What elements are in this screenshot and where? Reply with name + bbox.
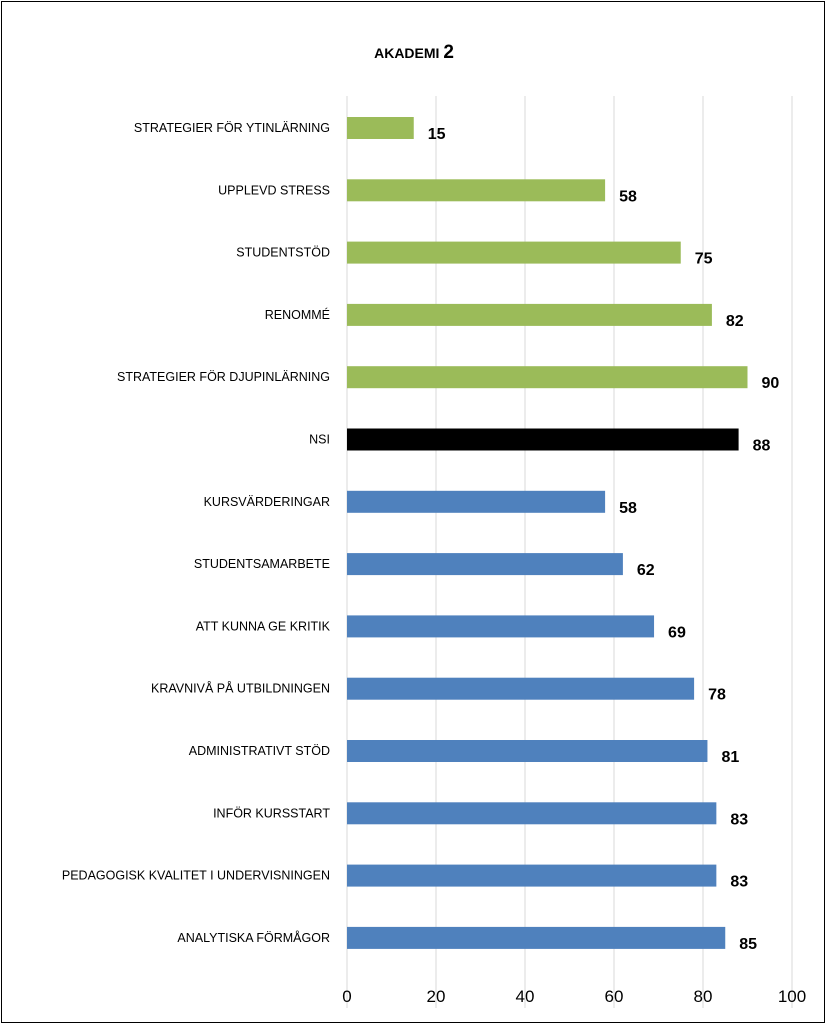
- bar: [347, 864, 717, 887]
- category-label: STUDENTSTÖD: [236, 246, 330, 260]
- x-tick-label: 0: [342, 987, 351, 1006]
- bar: [347, 366, 748, 389]
- chart-title: AKADEMI 2: [374, 42, 454, 63]
- x-tick-label: 20: [427, 987, 446, 1006]
- category-label: ADMINISTRATIVT STÖD: [189, 744, 330, 758]
- bar: [347, 553, 623, 576]
- bar: [347, 615, 655, 638]
- data-label: 83: [730, 874, 748, 891]
- category-label: ANALYTISKA FÖRMÅGOR: [177, 930, 330, 945]
- chart-title-number: 2: [443, 42, 454, 63]
- data-label: 88: [753, 438, 771, 455]
- data-label: 75: [695, 251, 713, 268]
- data-label: 69: [668, 624, 686, 641]
- bar: [347, 117, 414, 139]
- data-label: 62: [637, 562, 655, 579]
- bar: [347, 490, 606, 513]
- data-label: 83: [730, 811, 748, 828]
- category-label: ATT KUNNA GE KRITIK: [196, 619, 331, 633]
- bar: [347, 740, 708, 762]
- data-label: 81: [721, 749, 739, 766]
- category-label: PEDAGOGISK KVALITET I UNDERVISNINGEN: [62, 869, 330, 883]
- category-label: KRAVNIVÅ PÅ UTBILDNINGEN: [151, 681, 330, 696]
- data-label: 58: [619, 500, 637, 517]
- x-tick-label: 60: [605, 987, 624, 1006]
- data-label: 90: [762, 375, 780, 392]
- category-label: RENOMMÉ: [265, 307, 330, 322]
- chart-title-prefix: AKADEMI: [374, 45, 443, 61]
- bar: [347, 926, 726, 949]
- bar: [347, 303, 712, 326]
- category-label: NSI: [309, 433, 330, 447]
- bar: [347, 428, 739, 451]
- data-label: 82: [726, 313, 744, 330]
- category-label: STUDENTSAMARBETE: [194, 557, 330, 571]
- category-label: STRATEGIER FÖR YTINLÄRNING: [134, 121, 330, 135]
- bar: [347, 179, 606, 202]
- bar: [347, 241, 681, 264]
- data-label: 85: [739, 936, 757, 953]
- category-label: INFÖR KURSSTART: [213, 806, 330, 820]
- x-tick-label: 100: [778, 987, 806, 1006]
- x-tick-label: 80: [694, 987, 713, 1006]
- data-label: 58: [619, 188, 637, 205]
- bar: [347, 802, 717, 825]
- category-label: STRATEGIER FÖR DJUPINLÄRNING: [117, 370, 330, 384]
- data-label: 15: [428, 126, 446, 143]
- x-tick-label: 40: [516, 987, 535, 1006]
- category-label: UPPLEVD STRESS: [218, 183, 330, 197]
- data-label: 78: [708, 687, 726, 704]
- bar: [347, 677, 695, 700]
- category-label: KURSVÄRDERINGAR: [204, 495, 330, 509]
